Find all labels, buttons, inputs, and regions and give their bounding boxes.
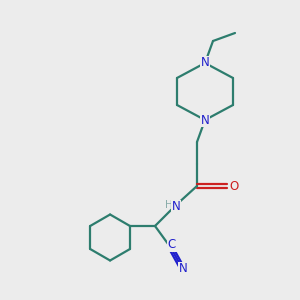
Text: H: H — [165, 200, 173, 210]
Text: N: N — [178, 262, 188, 275]
Text: O: O — [230, 179, 238, 193]
Text: N: N — [172, 200, 180, 214]
Text: N: N — [201, 56, 209, 70]
Text: N: N — [201, 113, 209, 127]
Text: C: C — [168, 238, 176, 251]
